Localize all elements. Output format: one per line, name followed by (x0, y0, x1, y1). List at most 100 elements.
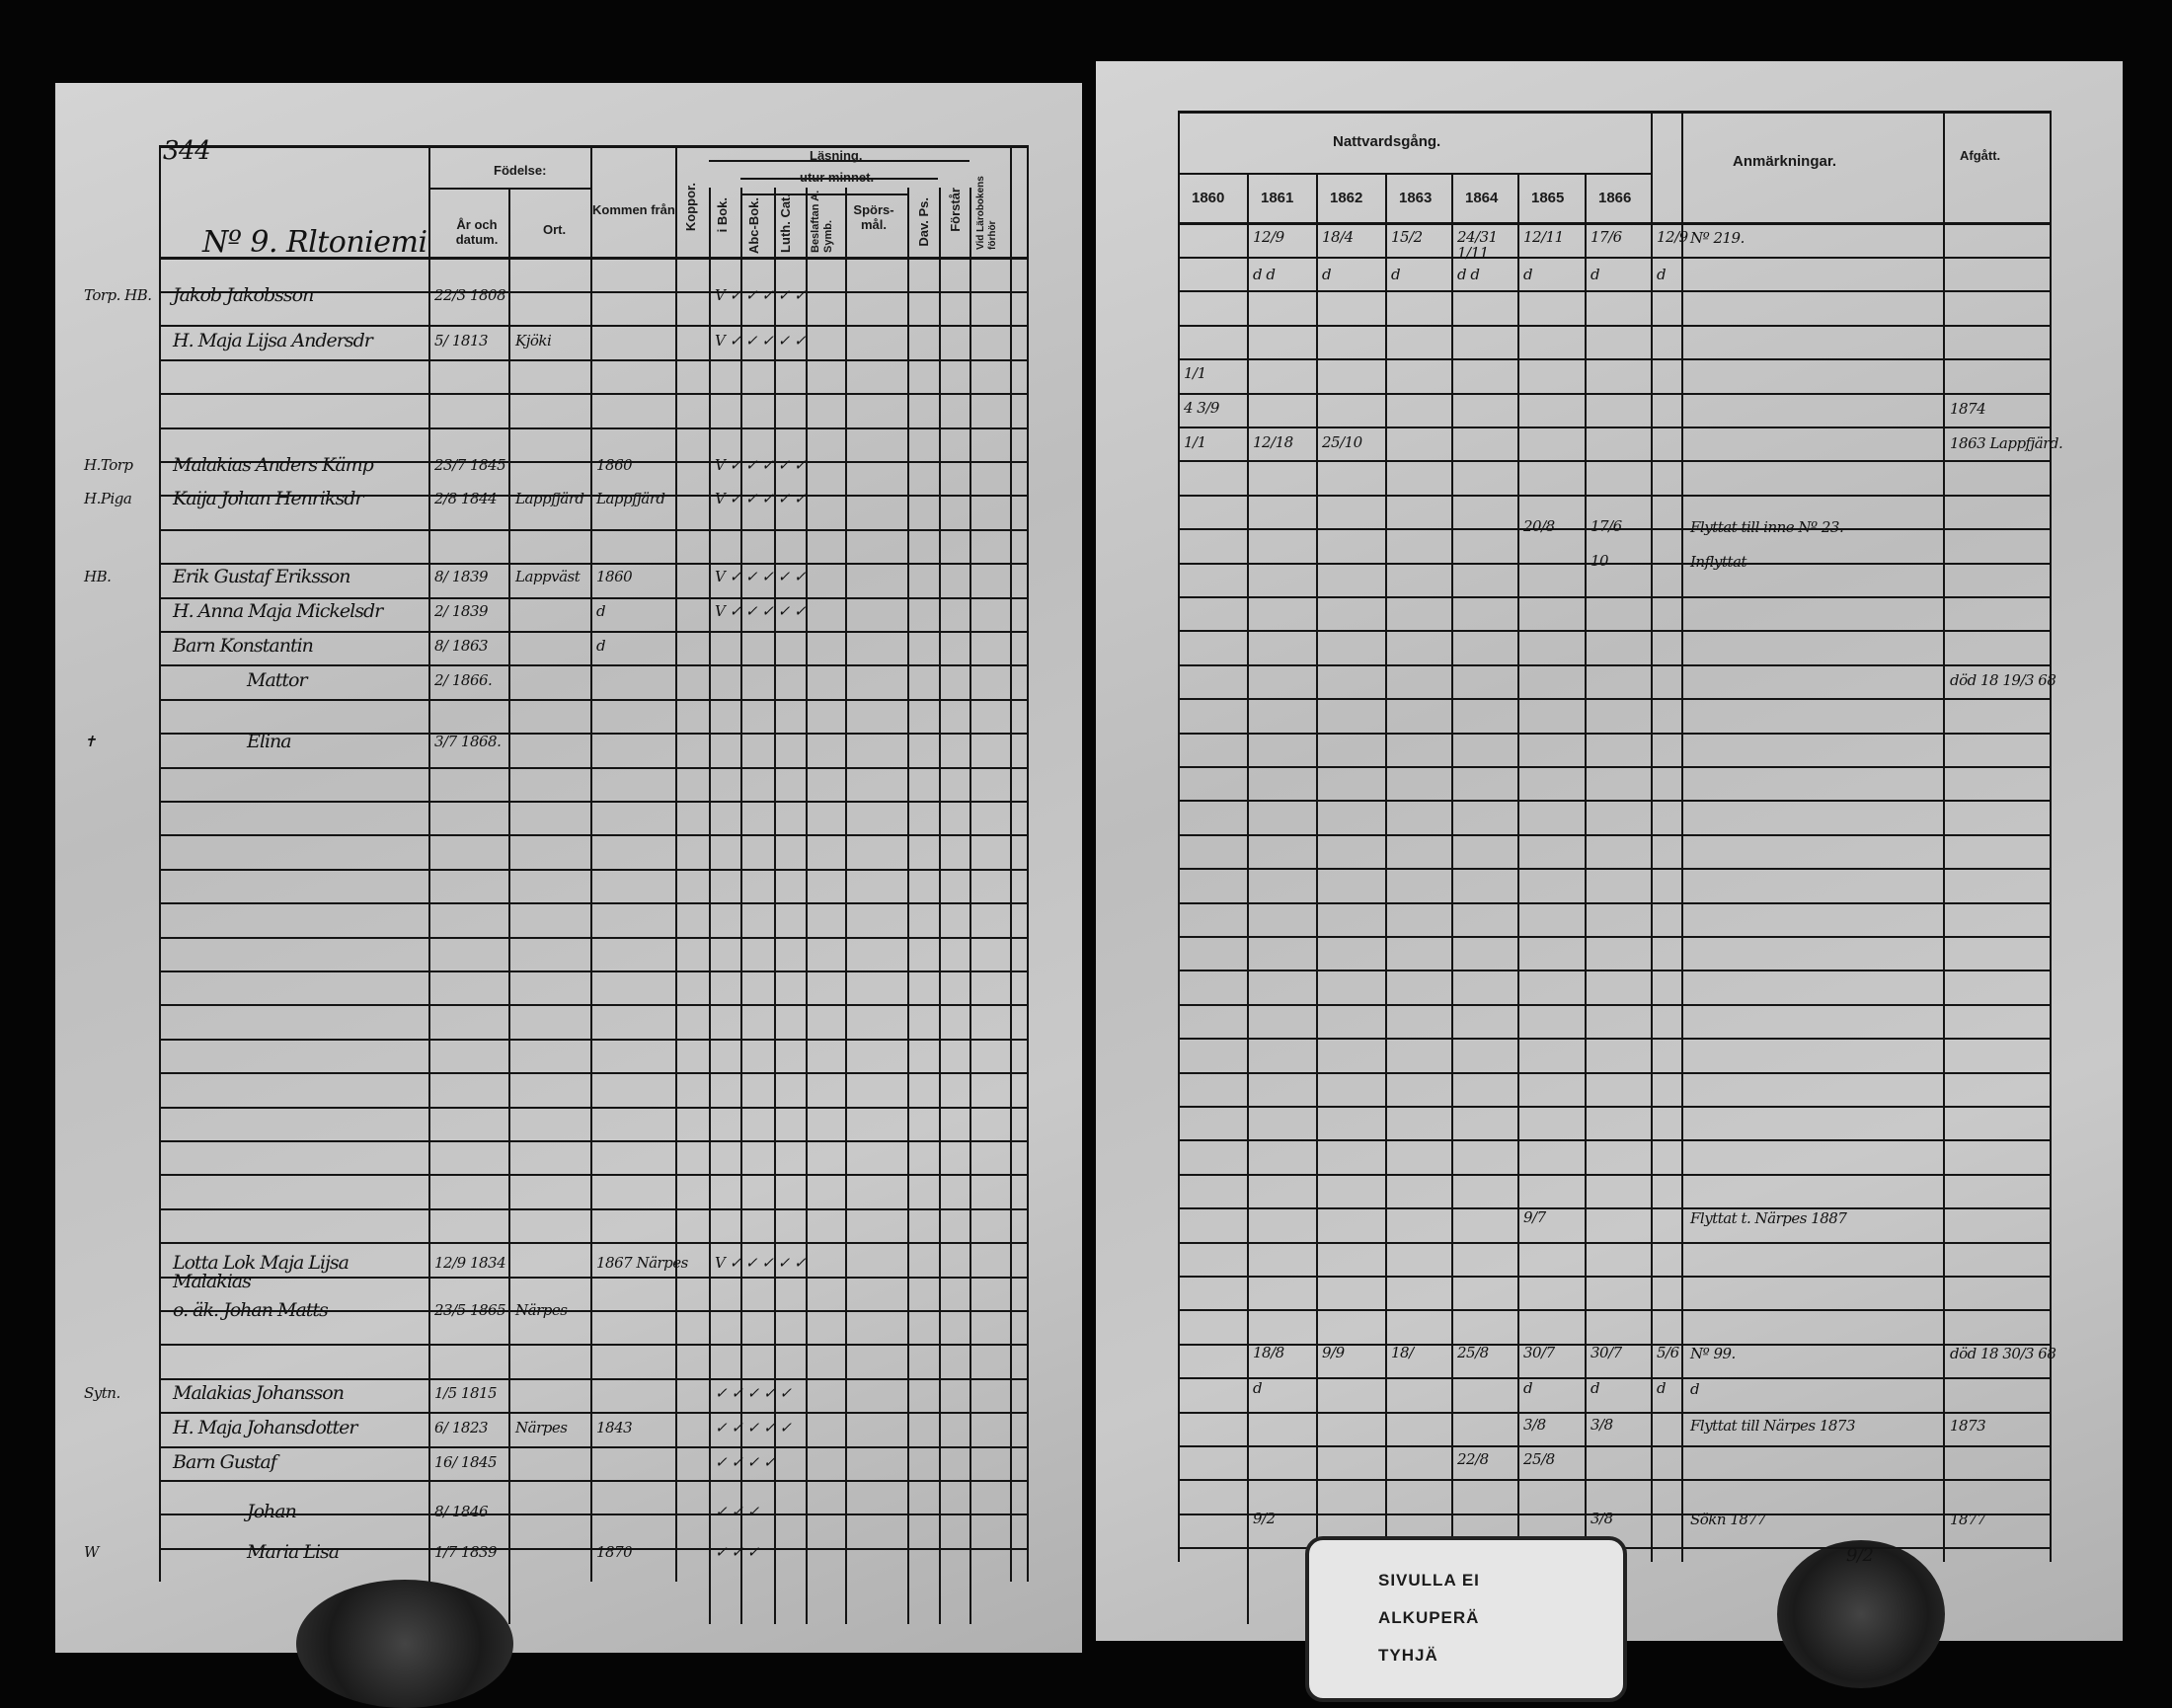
ruling-line (159, 1208, 1028, 1210)
ruling-line (2050, 111, 2052, 1562)
ruling-line (1178, 1377, 2050, 1379)
entry-name: Lotta Lok Maja Lijsa Malakias (173, 1252, 349, 1292)
ruling-line (159, 1378, 1028, 1380)
communion-date: d (1391, 266, 1401, 283)
entry-name: Jakob Jakobsson (173, 284, 314, 306)
remark-text: d (1690, 1380, 1700, 1398)
entry-birth-place: Lappfjärd (515, 490, 584, 507)
entry-reading-marks: V ✓ ✓ ✓ ✓ ✓ (715, 602, 807, 620)
ruling-line (159, 145, 1028, 148)
entry-name: H. Maja Johansdotter (173, 1417, 358, 1438)
ruling-line (159, 359, 1028, 361)
communion-date: d (1657, 1379, 1667, 1397)
entry-title: W (84, 1543, 99, 1561)
ruling-line (1178, 427, 2050, 428)
communion-date: 18/8 (1253, 1344, 1284, 1361)
ruling-line (1178, 460, 2050, 462)
ruling-line (159, 1004, 1028, 1006)
ruling-line (159, 631, 1028, 633)
ruling-line (1178, 596, 2050, 598)
ruling-line (1681, 111, 1683, 1562)
communion-date: 3/8 (1590, 1510, 1613, 1527)
remark-text: Nº 99. (1690, 1345, 1736, 1362)
ruling-line (1178, 1207, 2050, 1209)
ruling-line (159, 937, 1028, 939)
ruling-line (159, 597, 1028, 599)
ruling-line (1178, 902, 2050, 904)
left-page (55, 83, 1082, 1653)
entry-came-from: 1843 (596, 1419, 633, 1436)
communion-date: 18/4 (1322, 228, 1354, 246)
ruling-line (1178, 766, 2050, 768)
ruling-line (159, 145, 161, 1582)
ruling-line (1178, 1445, 2050, 1447)
farm-title: Nº 9. Rltoniemi (202, 225, 427, 260)
ruling-line (1178, 1276, 2050, 1278)
ruling-line (159, 1140, 1028, 1142)
ruling-line (1178, 563, 2050, 565)
ruling-line (159, 427, 1028, 429)
entry-birth-date: 1/7 1839 (434, 1543, 498, 1561)
header-smallpox: Koppor. (683, 183, 698, 232)
ruling-line (1651, 111, 1653, 1562)
ruling-line (1178, 868, 2050, 870)
header-abc-book: Abc-Bok. (746, 197, 761, 255)
header-understands: Förstår (948, 188, 963, 232)
header-came-from: Kommen från (592, 202, 675, 217)
ruling-line (740, 194, 908, 195)
ruling-line (1178, 1514, 2050, 1515)
entry-name: Erik Gustaf Eriksson (173, 566, 351, 587)
entry-name: Mattor (247, 669, 308, 691)
ruling-line (159, 461, 1028, 463)
header-birth-place: Ort. (543, 222, 567, 237)
header-psalms: Dav. Ps. (916, 197, 931, 247)
ruling-line (159, 1107, 1028, 1109)
ruling-line (159, 1174, 1028, 1176)
ruling-line (159, 1412, 1028, 1414)
entry-name: Johan (247, 1501, 297, 1522)
remark-text: Flyttat t. Närpes 1887 (1690, 1209, 1847, 1227)
ruling-line (1585, 173, 1587, 1624)
remark-text: Flyttat till Närpes 1873 (1690, 1417, 1856, 1435)
entry-name: Barn Konstantin (173, 635, 314, 657)
page-mark: 9/2 (1846, 1545, 1874, 1566)
entry-came-from: 1860 (596, 568, 633, 585)
departed-note: 1874 (1950, 400, 1986, 418)
ruling-line (159, 257, 1028, 260)
entry-reading-marks: ✓ ✓ ✓ ✓ ✓ (715, 1384, 792, 1402)
entry-birth-date: 8/ 1846 (434, 1503, 489, 1520)
entry-name: Malakias Johansson (173, 1382, 345, 1404)
entry-birth-date: 12/9 1834 (434, 1254, 506, 1272)
ruling-line (1178, 1038, 2050, 1040)
ruling-line (159, 664, 1028, 666)
year-header: 1866 (1598, 190, 1632, 206)
ruling-line (1178, 173, 1652, 175)
ruling-line (159, 1480, 1028, 1482)
ruling-line (1178, 834, 2050, 836)
ruling-line (159, 495, 1028, 497)
communion-date: 12/18 (1253, 433, 1293, 451)
entry-came-from: d (596, 602, 606, 620)
ruling-line (1178, 1412, 2050, 1414)
entry-reading-marks: V ✓ ✓ ✓ ✓ ✓ (715, 286, 807, 304)
ruling-line (159, 869, 1028, 871)
departed-note: 1873 (1950, 1417, 1986, 1435)
ruling-line (1178, 800, 2050, 802)
entry-birth-date: 22/3 1808 (434, 286, 506, 304)
communion-date: 30/7 (1523, 1344, 1555, 1361)
ruling-line (970, 188, 971, 1624)
ruling-line (1178, 257, 2050, 259)
header-communion: Nattvardsgång. (1333, 133, 1441, 150)
communion-date: d (1523, 266, 1533, 283)
ruling-line (939, 188, 941, 1624)
entry-reading-marks: ✓ ✓ ✓ ✓ (715, 1453, 776, 1471)
entry-came-from: 1870 (596, 1543, 633, 1561)
ruling-line (740, 188, 742, 1624)
entry-reading-marks: V ✓ ✓ ✓ ✓ ✓ (715, 1254, 807, 1272)
ruling-line (1247, 173, 1249, 1624)
ruling-line (1178, 1106, 2050, 1108)
ruling-line (159, 1548, 1028, 1550)
ruling-line (675, 145, 677, 1582)
header-by-heart: utur minnet. (800, 170, 875, 185)
entry-birth-place: Närpes (515, 1301, 568, 1319)
